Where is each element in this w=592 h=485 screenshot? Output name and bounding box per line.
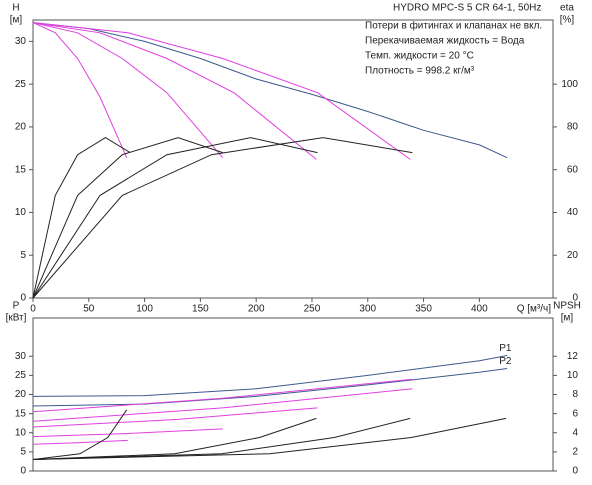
curve — [32, 137, 131, 299]
curve — [32, 417, 317, 460]
y-tick-label: 25 — [15, 79, 27, 90]
annotation: Темп. жидкости = 20 °C — [365, 51, 474, 62]
x-axis-label: Q [м³/ч] — [517, 304, 552, 315]
x-tick-label: 50 — [83, 304, 95, 315]
curve — [32, 388, 413, 422]
y2-tick-label: 100 — [561, 79, 578, 90]
x-tick-label: 150 — [192, 304, 209, 315]
annotation: Плотность = 998.2 кг/м³ — [365, 66, 475, 77]
plot-frame — [32, 317, 554, 472]
x-tick-label: 350 — [415, 304, 432, 315]
y-axis-label: H — [12, 3, 19, 14]
y2-tick-label: 12 — [567, 351, 579, 362]
y2-axis-label: NPSH — [553, 301, 581, 312]
y2-tick-label: 0 — [572, 466, 578, 477]
y-tick-label: 30 — [15, 36, 27, 47]
y2-tick-label: 8 — [572, 389, 578, 400]
y-tick-label: 0 — [20, 466, 26, 477]
x-tick-label: 0 — [30, 304, 36, 315]
y2-tick-label: 4 — [572, 427, 578, 438]
y2-tick-label: 2 — [572, 447, 578, 458]
y-tick-label: 10 — [15, 427, 27, 438]
y-tick-label: 20 — [15, 389, 27, 400]
annotation: Перекачиваемая жидкость = Вода — [365, 36, 525, 47]
y2-tick-label: 0 — [572, 293, 578, 304]
chart-title: HYDRO MPC-S 5 CR 64-1, 50Hz — [393, 3, 541, 14]
curve — [32, 409, 128, 460]
plot-frame — [32, 19, 554, 299]
curve — [32, 137, 223, 299]
y2-tick-label: 10 — [567, 370, 579, 381]
x-tick-label: 250 — [304, 304, 321, 315]
annotation: Потери в фитингах и клапанах не вкл. — [365, 20, 542, 32]
y2-tick-label: 20 — [567, 250, 579, 261]
y2-tick-label: 40 — [567, 207, 579, 218]
y2-tick-label: 80 — [567, 122, 579, 133]
curve — [32, 137, 413, 299]
curve — [32, 22, 411, 160]
y-tick-label: 15 — [15, 164, 27, 175]
curve — [32, 22, 317, 160]
y2-tick-label: 60 — [567, 164, 579, 175]
y-tick-label: 15 — [15, 408, 27, 419]
x-tick-label: 100 — [136, 304, 153, 315]
curve — [32, 355, 508, 397]
curve — [32, 378, 413, 413]
curve-label: P2 — [499, 356, 512, 367]
y2-axis-unit: [м] — [561, 313, 574, 324]
curve — [32, 417, 507, 460]
curve — [32, 417, 411, 460]
y-axis-unit: [м] — [10, 15, 23, 26]
y-axis-unit: [кВт] — [6, 313, 27, 324]
y-tick-label: 25 — [15, 370, 27, 381]
y-tick-label: 20 — [15, 122, 27, 133]
y-tick-label: 5 — [20, 250, 26, 261]
curve — [32, 428, 223, 438]
curve — [32, 407, 318, 428]
x-tick-label: 400 — [471, 304, 488, 315]
curve — [32, 439, 128, 445]
curve — [32, 22, 224, 159]
curve — [32, 22, 128, 158]
curve — [32, 368, 508, 407]
y-axis-label: P — [13, 301, 20, 312]
y2-axis-label: eta — [560, 3, 574, 14]
y2-tick-label: 6 — [572, 408, 578, 419]
y-tick-label: 10 — [15, 207, 27, 218]
curve-label: P1 — [499, 343, 512, 354]
y-tick-label: 0 — [20, 293, 26, 304]
curve — [32, 22, 508, 159]
x-tick-label: 200 — [248, 304, 265, 315]
x-tick-label: 300 — [359, 304, 376, 315]
curve — [32, 137, 318, 299]
y-tick-label: 5 — [20, 447, 26, 458]
y2-axis-unit: [%] — [560, 15, 575, 26]
y-tick-label: 30 — [15, 351, 27, 362]
